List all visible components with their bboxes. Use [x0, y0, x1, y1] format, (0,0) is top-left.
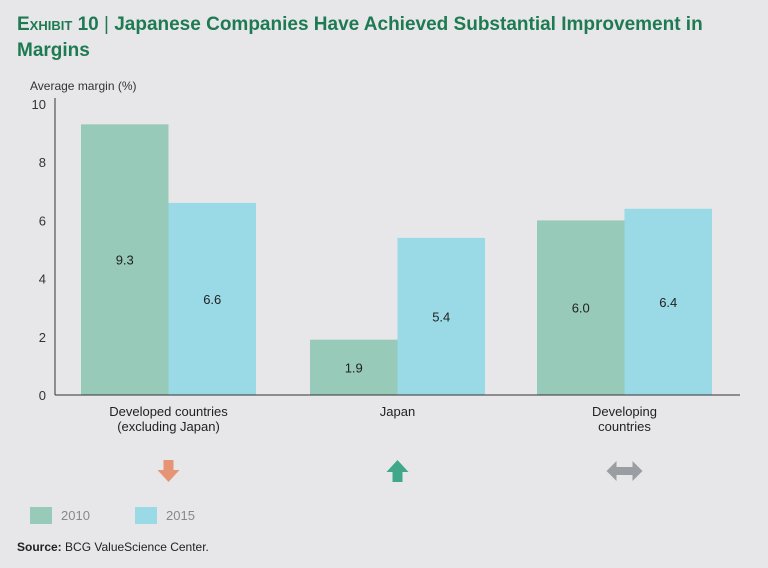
y-tick-label: 8 — [39, 155, 46, 170]
x-tick-label: Japan — [380, 404, 415, 419]
legend-swatch-2015 — [135, 507, 157, 524]
bar-2010 — [81, 124, 169, 396]
bar-2010 — [537, 220, 625, 395]
y-tick-label: 10 — [32, 97, 46, 112]
x-tick-label: countries — [598, 419, 651, 434]
bar-chart: Average margin (%) 0 2 4 6 8 10 9.3 6.6 Developed… — [30, 79, 740, 524]
source-text: BCG ValueScience Center. — [65, 540, 209, 554]
legend-label: 2015 — [166, 508, 195, 523]
chart-title: Exhibit 10 | Japanese Companies Have Ach… — [17, 12, 737, 64]
x-tick-label: (excluding Japan) — [117, 419, 220, 434]
y-tick-label: 2 — [39, 330, 46, 345]
bar-2015 — [397, 237, 485, 395]
source-label: Source: — [17, 540, 62, 554]
arrow-left-right-icon — [606, 461, 643, 481]
arrow-up-icon — [386, 460, 409, 482]
data-label: 6.0 — [572, 301, 590, 316]
title-separator: | — [103, 14, 109, 35]
source-note: Source: BCG ValueScience Center. — [17, 540, 209, 554]
y-axis-label: Average margin (%) — [30, 79, 137, 93]
data-label: 5.4 — [432, 309, 450, 324]
arrow-down-icon — [157, 460, 180, 482]
bar-2015 — [168, 202, 256, 395]
x-tick-label: Developed countries — [109, 404, 228, 419]
bar-2010 — [310, 339, 398, 395]
data-label: 6.6 — [203, 292, 221, 307]
legend-label: 2010 — [61, 508, 90, 523]
y-tick-label: 6 — [39, 213, 46, 228]
y-tick-label: 0 — [39, 388, 46, 403]
data-label: 1.9 — [345, 360, 363, 375]
exhibit-number: Exhibit 10 — [17, 14, 99, 35]
data-label: 9.3 — [116, 253, 134, 268]
data-label: 6.4 — [659, 295, 677, 310]
title-text: Japanese Companies Have Achieved Substan… — [17, 14, 703, 61]
legend-swatch-2010 — [30, 507, 52, 524]
bar-2015 — [624, 208, 712, 395]
y-tick-label: 4 — [39, 272, 46, 287]
x-tick-label: Developing — [592, 404, 657, 419]
